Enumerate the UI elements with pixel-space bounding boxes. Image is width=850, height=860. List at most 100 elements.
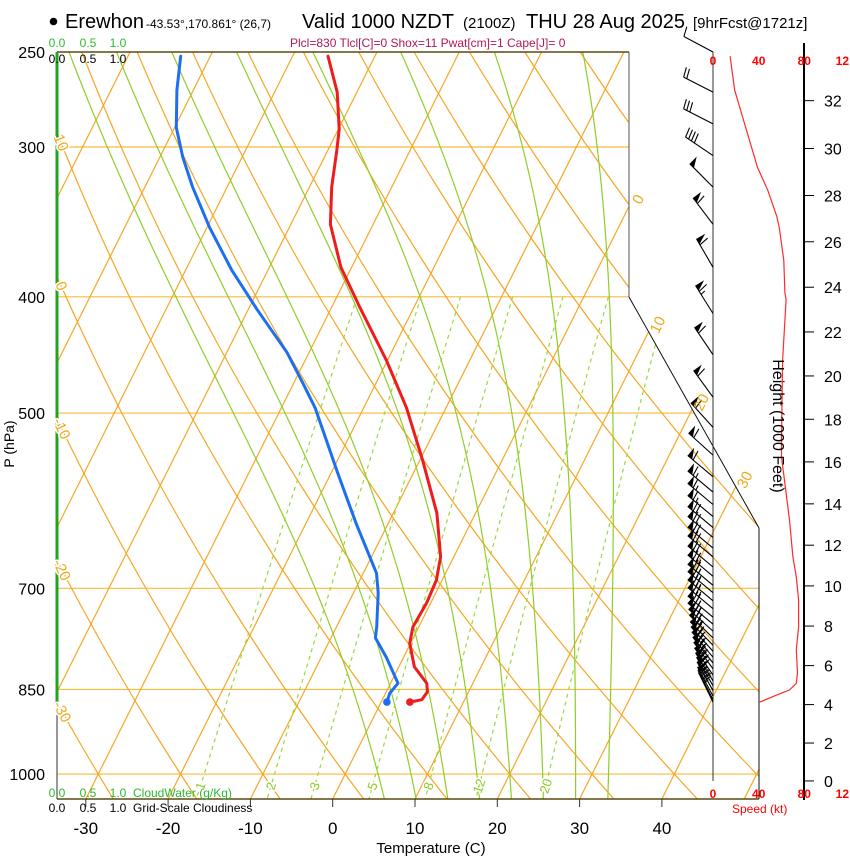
wind-barb-pennant bbox=[687, 463, 695, 475]
forecast-info: [9hrFcst@1721z] bbox=[693, 15, 807, 32]
wind-barb-pennant bbox=[688, 601, 696, 614]
height-tick-label: 32 bbox=[824, 94, 842, 111]
height-tick-label: 10 bbox=[824, 579, 842, 596]
height-tick-label: 8 bbox=[824, 619, 833, 636]
wind-barb-flag bbox=[692, 559, 699, 569]
sounding-indices: Plcl=830 Tlcl[C]=0 Shox=11 Pwat[cm]=1 Ca… bbox=[290, 36, 566, 50]
wind-barb-flag bbox=[692, 591, 699, 601]
cloudiness-tick-label: 0.5 bbox=[80, 52, 97, 66]
dry-adiabat-line bbox=[56, 275, 365, 800]
height-tick-label: 12 bbox=[824, 538, 842, 555]
wind-barb-pennant bbox=[692, 630, 701, 642]
wind-barb-pennant bbox=[687, 528, 695, 540]
wind-barb-staff bbox=[692, 197, 714, 225]
wind-barb bbox=[692, 191, 714, 225]
wind-barb-pennant bbox=[694, 321, 703, 333]
wind-barb-half-flag bbox=[695, 472, 699, 478]
wind-barb-flag bbox=[699, 237, 709, 246]
wind-barb-flag bbox=[685, 127, 691, 138]
height-tick-label: 4 bbox=[824, 698, 833, 715]
speed-tick-label: 12 bbox=[836, 787, 850, 801]
mixing-ratio-line bbox=[424, 296, 564, 800]
isotherm-line bbox=[332, 205, 630, 800]
pressure-tick-label: 250 bbox=[18, 45, 45, 62]
wind-barb-half-flag bbox=[700, 290, 706, 295]
wind-barb-flag bbox=[698, 284, 707, 292]
temperature-tick-label: 0 bbox=[328, 819, 337, 838]
speed-tick-label: 80 bbox=[798, 54, 812, 68]
wind-barb-pennant bbox=[687, 595, 695, 607]
isotherm-line bbox=[85, 51, 460, 800]
wind-barb-pennant bbox=[689, 156, 697, 168]
speed-tick-label: 40 bbox=[752, 54, 766, 68]
speed-tick-label: 12 bbox=[836, 54, 850, 68]
moist-adiabat-line bbox=[400, 51, 545, 800]
temperature-axis-title: Temperature (C) bbox=[376, 840, 485, 857]
dry-adiabat-line bbox=[468, 51, 630, 289]
height-tick-label: 24 bbox=[824, 280, 842, 297]
pressure-tick-label: 300 bbox=[18, 140, 45, 157]
temperature-tick-label: 40 bbox=[652, 819, 671, 838]
wind-barb-flag bbox=[699, 642, 708, 651]
temperature-profile bbox=[326, 54, 443, 704]
dry-adiabat-line bbox=[81, 51, 531, 800]
wind-barb-pennant bbox=[687, 588, 695, 600]
wind-barb-flag bbox=[702, 675, 712, 683]
wind-barb-flag bbox=[696, 195, 705, 204]
wind-barb bbox=[687, 447, 714, 478]
temperature-tick-label: 30 bbox=[570, 819, 589, 838]
station-marker-icon bbox=[49, 17, 58, 26]
wind-barb-flag bbox=[693, 133, 699, 144]
isotherm-line bbox=[55, 51, 378, 694]
moist-adiabat-line bbox=[68, 51, 386, 800]
height-tick-label: 2 bbox=[824, 736, 833, 753]
cloud-water-axis-label: CloudWater (g/Kg) bbox=[133, 786, 232, 800]
wind-barb-flag bbox=[683, 67, 687, 78]
pressure-tick-label: 400 bbox=[18, 290, 45, 307]
pressure-tick-label: 500 bbox=[18, 406, 45, 423]
station-name: Erewhon bbox=[65, 11, 144, 33]
wind-barb-half-flag bbox=[701, 649, 706, 654]
dry-adiabat-line bbox=[302, 51, 760, 693]
cloudiness-tick-label: 1.0 bbox=[110, 801, 127, 815]
wind-barb-flag bbox=[692, 490, 699, 501]
wind-barb-pennant bbox=[693, 636, 702, 647]
wind-barb-flag bbox=[683, 26, 688, 37]
wind-barb-pennant bbox=[687, 571, 695, 584]
wind-barb-flag bbox=[686, 68, 691, 79]
wind-barb-flag bbox=[695, 585, 702, 595]
header: Erewhon -43.53°,170.861° (26,7) Valid 10… bbox=[49, 11, 807, 50]
moist-adiabat-line bbox=[493, 51, 577, 800]
mixing-ratio-label: 20 bbox=[536, 777, 555, 795]
pressure-axis-title: P (hPa) bbox=[1, 420, 17, 467]
wind-barb bbox=[687, 508, 714, 538]
wind-barb-flag bbox=[692, 574, 699, 585]
wind-barb-half-flag bbox=[704, 679, 709, 684]
wind-barb bbox=[687, 475, 714, 505]
background-lines bbox=[55, 51, 760, 800]
wind-barb bbox=[687, 463, 714, 493]
height-tick-label: 30 bbox=[824, 142, 842, 159]
wind-barb-pennant bbox=[687, 579, 695, 592]
wind-barb bbox=[687, 519, 714, 549]
wind-barb-staff bbox=[697, 670, 714, 700]
wind-barb-flag bbox=[693, 428, 700, 438]
wind-barb bbox=[685, 127, 714, 157]
wind-barb bbox=[687, 487, 714, 518]
moist-adiabat-line bbox=[171, 51, 449, 800]
dry-adiabat-label: -10 bbox=[49, 415, 74, 442]
wind-barb-staff bbox=[683, 108, 714, 125]
wind-barb-flag bbox=[699, 668, 709, 677]
height-tick-label: 18 bbox=[824, 412, 842, 429]
wind-barb-flag bbox=[692, 466, 699, 476]
wind-barb bbox=[689, 156, 714, 188]
cloud-water-tick-label: 0.0 bbox=[49, 786, 66, 800]
wind-barb-staff bbox=[687, 455, 714, 478]
wind-barb-flag bbox=[702, 672, 712, 681]
moist-adiabat-line bbox=[312, 51, 513, 800]
isotherm-label: 0 bbox=[629, 192, 648, 207]
wind-barb-half-flag bbox=[695, 485, 699, 491]
wind-barb-flag bbox=[692, 511, 699, 522]
cloudiness-axis-label: Grid-Scale Cloudiness bbox=[133, 801, 252, 815]
wind-barb bbox=[687, 538, 714, 568]
